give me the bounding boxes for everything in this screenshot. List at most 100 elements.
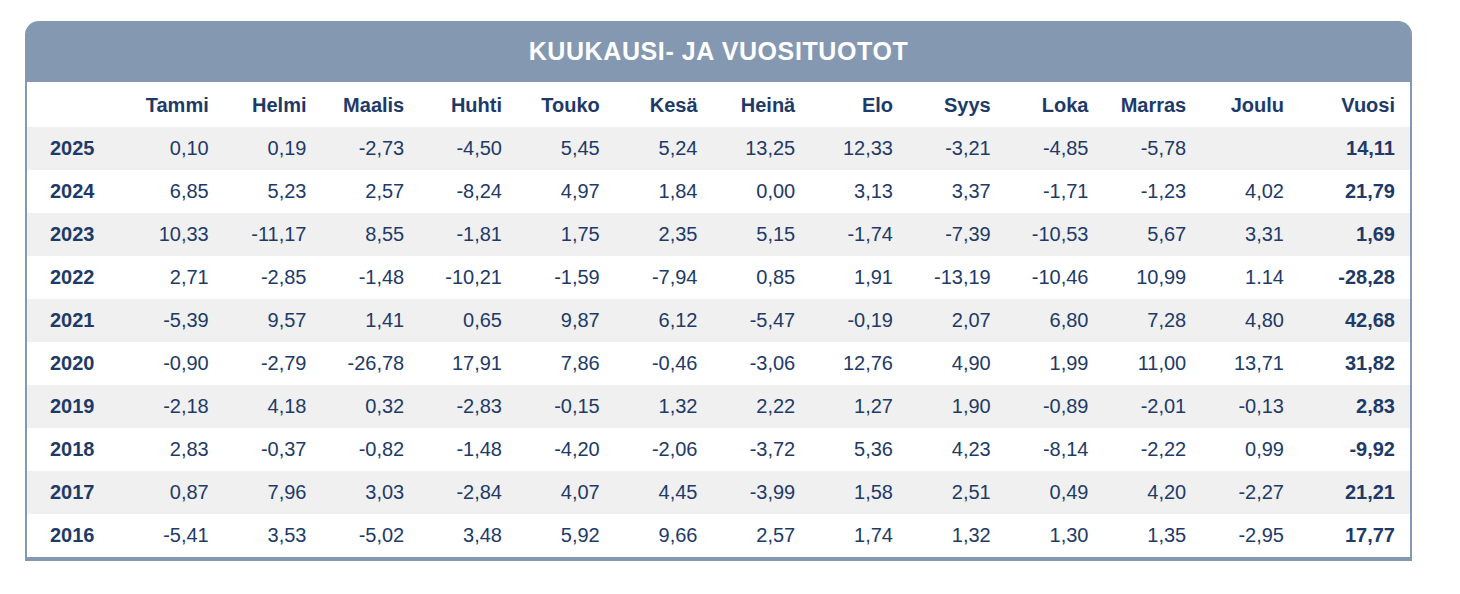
column-header-marras: Marras: [1097, 82, 1195, 127]
month-return-cell-2019-touko: -0,15: [510, 385, 608, 428]
month-return-cell-2019-marras: -2,01: [1097, 385, 1195, 428]
month-return-cell-2021-touko: 9,87: [510, 299, 608, 342]
month-return-cell-2022-hein: 0,85: [706, 256, 804, 299]
month-return-cell-2021-loka: 6,80: [999, 299, 1097, 342]
month-return-cell-2020-hein: -3,06: [706, 342, 804, 385]
table-title-bar: KUUKAUSI- JA VUOSITUOTOT: [25, 21, 1412, 82]
month-return-cell-2020-helmi: -2,79: [217, 342, 315, 385]
year-label-2022: 2022: [27, 256, 119, 299]
year-total-cell-2017-vuosi: 21,21: [1292, 471, 1410, 514]
month-return-cell-2018-maalis: -0,82: [315, 428, 413, 471]
month-return-cell-2025-tammi: 0,10: [119, 127, 217, 170]
month-return-cell-2025-touko: 5,45: [510, 127, 608, 170]
month-return-cell-2024-touko: 4,97: [510, 170, 608, 213]
month-return-cell-2019-hein: 2,22: [706, 385, 804, 428]
month-return-cell-2022-joulu: 1.14: [1194, 256, 1292, 299]
month-return-cell-2021-tammi: -5,39: [119, 299, 217, 342]
month-return-cell-2021-maalis: 1,41: [315, 299, 413, 342]
month-return-cell-2020-elo: 12,76: [803, 342, 901, 385]
month-return-cell-2025-marras: -5,78: [1097, 127, 1195, 170]
month-return-cell-2018-marras: -2,22: [1097, 428, 1195, 471]
month-return-cell-2021-huhti: 0,65: [412, 299, 510, 342]
month-return-cell-2022-touko: -1,59: [510, 256, 608, 299]
month-return-cell-2018-syys: 4,23: [901, 428, 999, 471]
year-total-cell-2018-vuosi: -9,92: [1292, 428, 1410, 471]
month-return-cell-2018-hein: -3,72: [706, 428, 804, 471]
month-return-cell-2024-helmi: 5,23: [217, 170, 315, 213]
year-total-cell-2024-vuosi: 21,79: [1292, 170, 1410, 213]
month-return-cell-2016-syys: 1,32: [901, 514, 999, 557]
month-return-cell-2019-loka: -0,89: [999, 385, 1097, 428]
month-return-cell-2016-touko: 5,92: [510, 514, 608, 557]
month-return-cell-2016-kes: 9,66: [608, 514, 706, 557]
month-return-cell-2024-syys: 3,37: [901, 170, 999, 213]
month-return-cell-2022-kes: -7,94: [608, 256, 706, 299]
month-return-cell-2017-joulu: -2,27: [1194, 471, 1292, 514]
year-label-2020: 2020: [27, 342, 119, 385]
month-return-cell-2016-maalis: -5,02: [315, 514, 413, 557]
month-return-cell-2023-loka: -10,53: [999, 213, 1097, 256]
month-return-cell-2025-hein: 13,25: [706, 127, 804, 170]
month-return-cell-2022-syys: -13,19: [901, 256, 999, 299]
month-return-cell-2017-elo: 1,58: [803, 471, 901, 514]
month-return-cell-2024-kes: 1,84: [608, 170, 706, 213]
month-return-cell-2024-maalis: 2,57: [315, 170, 413, 213]
month-return-cell-2023-marras: 5,67: [1097, 213, 1195, 256]
month-return-cell-2025-maalis: -2,73: [315, 127, 413, 170]
year-label-2017: 2017: [27, 471, 119, 514]
month-return-cell-2022-elo: 1,91: [803, 256, 901, 299]
month-return-cell-2021-syys: 2,07: [901, 299, 999, 342]
month-return-cell-2018-elo: 5,36: [803, 428, 901, 471]
month-return-cell-2022-loka: -10,46: [999, 256, 1097, 299]
month-return-cell-2025-syys: -3,21: [901, 127, 999, 170]
month-return-cell-2022-tammi: 2,71: [119, 256, 217, 299]
column-header-helmi: Helmi: [217, 82, 315, 127]
column-header-maalis: Maalis: [315, 82, 413, 127]
month-return-cell-2016-tammi: -5,41: [119, 514, 217, 557]
month-return-cell-2020-marras: 11,00: [1097, 342, 1195, 385]
month-return-cell-2017-maalis: 3,03: [315, 471, 413, 514]
year-total-cell-2020-vuosi: 31,82: [1292, 342, 1410, 385]
month-return-cell-2021-hein: -5,47: [706, 299, 804, 342]
year-label-2023: 2023: [27, 213, 119, 256]
month-return-cell-2023-syys: -7,39: [901, 213, 999, 256]
column-header-vuosi: Vuosi: [1292, 82, 1410, 127]
column-header-row: TammiHelmiMaalisHuhtiToukoKesäHeinäEloSy…: [27, 82, 1410, 127]
month-return-cell-2024-huhti: -8,24: [412, 170, 510, 213]
year-label-2016: 2016: [27, 514, 119, 557]
month-return-cell-2024-hein: 0,00: [706, 170, 804, 213]
month-return-cell-2025-loka: -4,85: [999, 127, 1097, 170]
year-column-header-blank: [27, 82, 119, 127]
month-return-cell-2017-syys: 2,51: [901, 471, 999, 514]
month-return-cell-2019-syys: 1,90: [901, 385, 999, 428]
column-header-syys: Syys: [901, 82, 999, 127]
month-return-cell-2020-kes: -0,46: [608, 342, 706, 385]
column-header-tammi: Tammi: [119, 82, 217, 127]
month-return-cell-2023-kes: 2,35: [608, 213, 706, 256]
month-return-cell-2023-elo: -1,74: [803, 213, 901, 256]
month-return-cell-2025-elo: 12,33: [803, 127, 901, 170]
month-return-cell-2021-helmi: 9,57: [217, 299, 315, 342]
year-total-cell-2025-vuosi: 14,11: [1292, 127, 1410, 170]
month-return-cell-2016-hein: 2,57: [706, 514, 804, 557]
year-label-2019: 2019: [27, 385, 119, 428]
month-return-cell-2022-marras: 10,99: [1097, 256, 1195, 299]
returns-card: KUUKAUSI- JA VUOSITUOTOT TammiHelmiMaali…: [25, 21, 1412, 561]
month-return-cell-2020-touko: 7,86: [510, 342, 608, 385]
month-return-cell-2021-joulu: 4,80: [1194, 299, 1292, 342]
month-return-cell-2017-touko: 4,07: [510, 471, 608, 514]
month-return-cell-2018-huhti: -1,48: [412, 428, 510, 471]
month-return-cell-2018-loka: -8,14: [999, 428, 1097, 471]
month-return-cell-2016-loka: 1,30: [999, 514, 1097, 557]
month-return-cell-2018-kes: -2,06: [608, 428, 706, 471]
month-return-cell-2025-joulu: [1194, 127, 1292, 170]
month-return-cell-2017-marras: 4,20: [1097, 471, 1195, 514]
table-row-2018: 20182,83-0,37-0,82-1,48-4,20-2,06-3,725,…: [27, 428, 1410, 471]
month-return-cell-2018-helmi: -0,37: [217, 428, 315, 471]
month-return-cell-2021-marras: 7,28: [1097, 299, 1195, 342]
year-total-cell-2022-vuosi: -28,28: [1292, 256, 1410, 299]
table-row-2024: 20246,855,232,57-8,244,971,840,003,133,3…: [27, 170, 1410, 213]
year-total-cell-2016-vuosi: 17,77: [1292, 514, 1410, 557]
month-return-cell-2024-elo: 3,13: [803, 170, 901, 213]
month-return-cell-2017-loka: 0,49: [999, 471, 1097, 514]
